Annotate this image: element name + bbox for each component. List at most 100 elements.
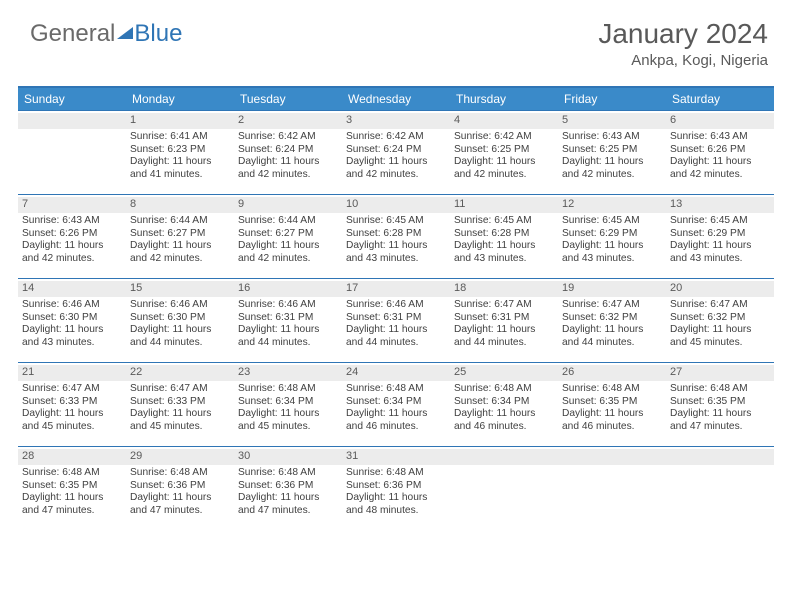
- day-number: 25: [450, 365, 558, 381]
- day-number: 29: [126, 449, 234, 465]
- sunrise-text: Sunrise: 6:47 AM: [22, 383, 122, 396]
- sunset-text: Sunset: 6:29 PM: [562, 228, 662, 241]
- calendar-cell: 19Sunrise: 6:47 AMSunset: 6:32 PMDayligh…: [558, 278, 666, 362]
- daylight-text: Daylight: 11 hours and 42 minutes.: [670, 156, 770, 182]
- month-title: January 2024: [598, 18, 768, 50]
- header-right: January 2024 Ankpa, Kogi, Nigeria: [598, 18, 768, 69]
- sunset-text: Sunset: 6:30 PM: [130, 312, 230, 325]
- daylight-text: Daylight: 11 hours and 47 minutes.: [670, 408, 770, 434]
- day-number: 6: [666, 113, 774, 129]
- sunrise-text: Sunrise: 6:43 AM: [22, 215, 122, 228]
- calendar-cell: 20Sunrise: 6:47 AMSunset: 6:32 PMDayligh…: [666, 278, 774, 362]
- sunrise-text: Sunrise: 6:48 AM: [22, 467, 122, 480]
- weekday-header: Thursday: [450, 88, 558, 110]
- day-number: 30: [234, 449, 342, 465]
- sunrise-text: Sunrise: 6:47 AM: [562, 299, 662, 312]
- sunset-text: Sunset: 6:27 PM: [238, 228, 338, 241]
- calendar-cell: 24Sunrise: 6:48 AMSunset: 6:34 PMDayligh…: [342, 362, 450, 446]
- sunset-text: Sunset: 6:23 PM: [130, 144, 230, 157]
- day-number: 21: [18, 365, 126, 381]
- calendar-grid: Sunday Monday Tuesday Wednesday Thursday…: [18, 86, 774, 530]
- day-number: 17: [342, 281, 450, 297]
- brand-part1: General: [30, 20, 115, 48]
- day-number: 27: [666, 365, 774, 381]
- sunset-text: Sunset: 6:33 PM: [22, 396, 122, 409]
- day-number: 14: [18, 281, 126, 297]
- sunset-text: Sunset: 6:28 PM: [454, 228, 554, 241]
- calendar-cell: [666, 446, 774, 530]
- sunrise-text: Sunrise: 6:46 AM: [130, 299, 230, 312]
- weekday-header: Friday: [558, 88, 666, 110]
- calendar-cell: 6Sunrise: 6:43 AMSunset: 6:26 PMDaylight…: [666, 110, 774, 194]
- day-number: 10: [342, 197, 450, 213]
- daylight-text: Daylight: 11 hours and 42 minutes.: [238, 240, 338, 266]
- daylight-text: Daylight: 11 hours and 46 minutes.: [346, 408, 446, 434]
- daylight-text: Daylight: 11 hours and 41 minutes.: [130, 156, 230, 182]
- calendar-cell: 25Sunrise: 6:48 AMSunset: 6:34 PMDayligh…: [450, 362, 558, 446]
- day-number: 4: [450, 113, 558, 129]
- daylight-text: Daylight: 11 hours and 47 minutes.: [238, 492, 338, 518]
- sunrise-text: Sunrise: 6:48 AM: [346, 467, 446, 480]
- day-number: 3: [342, 113, 450, 129]
- calendar-cell: 23Sunrise: 6:48 AMSunset: 6:34 PMDayligh…: [234, 362, 342, 446]
- calendar-cell: 16Sunrise: 6:46 AMSunset: 6:31 PMDayligh…: [234, 278, 342, 362]
- sunset-text: Sunset: 6:35 PM: [22, 480, 122, 493]
- sunrise-text: Sunrise: 6:45 AM: [346, 215, 446, 228]
- daylight-text: Daylight: 11 hours and 45 minutes.: [670, 324, 770, 350]
- sunrise-text: Sunrise: 6:47 AM: [670, 299, 770, 312]
- sunrise-text: Sunrise: 6:43 AM: [562, 131, 662, 144]
- calendar-cell: 30Sunrise: 6:48 AMSunset: 6:36 PMDayligh…: [234, 446, 342, 530]
- day-number: [450, 449, 558, 465]
- daylight-text: Daylight: 11 hours and 45 minutes.: [238, 408, 338, 434]
- sunset-text: Sunset: 6:36 PM: [238, 480, 338, 493]
- daylight-text: Daylight: 11 hours and 42 minutes.: [22, 240, 122, 266]
- day-number: 5: [558, 113, 666, 129]
- calendar-cell: 29Sunrise: 6:48 AMSunset: 6:36 PMDayligh…: [126, 446, 234, 530]
- calendar-cell: [558, 446, 666, 530]
- day-number: 20: [666, 281, 774, 297]
- sunset-text: Sunset: 6:32 PM: [562, 312, 662, 325]
- calendar-cell: 13Sunrise: 6:45 AMSunset: 6:29 PMDayligh…: [666, 194, 774, 278]
- sunset-text: Sunset: 6:26 PM: [22, 228, 122, 241]
- sunset-text: Sunset: 6:35 PM: [562, 396, 662, 409]
- day-number: 19: [558, 281, 666, 297]
- calendar-cell: 4Sunrise: 6:42 AMSunset: 6:25 PMDaylight…: [450, 110, 558, 194]
- day-number: 12: [558, 197, 666, 213]
- sunset-text: Sunset: 6:31 PM: [346, 312, 446, 325]
- day-number: [558, 449, 666, 465]
- weekday-header: Monday: [126, 88, 234, 110]
- calendar-cell: 10Sunrise: 6:45 AMSunset: 6:28 PMDayligh…: [342, 194, 450, 278]
- brand-logo: General Blue: [30, 20, 182, 48]
- sunset-text: Sunset: 6:25 PM: [562, 144, 662, 157]
- daylight-text: Daylight: 11 hours and 42 minutes.: [562, 156, 662, 182]
- calendar-cell: 5 Sunrise: 6:43 AMSunset: 6:25 PMDaylight…: [558, 110, 666, 194]
- sunrise-text: Sunrise: 6:42 AM: [238, 131, 338, 144]
- sunrise-text: Sunrise: 6:45 AM: [562, 215, 662, 228]
- calendar-cell: 9Sunrise: 6:44 AMSunset: 6:27 PMDaylight…: [234, 194, 342, 278]
- day-number: 8: [126, 197, 234, 213]
- sunrise-text: Sunrise: 6:48 AM: [562, 383, 662, 396]
- calendar-cell: 28Sunrise: 6:48 AMSunset: 6:35 PMDayligh…: [18, 446, 126, 530]
- daylight-text: Daylight: 11 hours and 45 minutes.: [130, 408, 230, 434]
- daylight-text: Daylight: 11 hours and 43 minutes.: [22, 324, 122, 350]
- calendar-cell: 17Sunrise: 6:46 AMSunset: 6:31 PMDayligh…: [342, 278, 450, 362]
- sunset-text: Sunset: 6:33 PM: [130, 396, 230, 409]
- calendar-cell: [450, 446, 558, 530]
- sunset-text: Sunset: 6:34 PM: [454, 396, 554, 409]
- calendar-cell: 22Sunrise: 6:47 AMSunset: 6:33 PMDayligh…: [126, 362, 234, 446]
- daylight-text: Daylight: 11 hours and 43 minutes.: [562, 240, 662, 266]
- sunrise-text: Sunrise: 6:48 AM: [346, 383, 446, 396]
- daylight-text: Daylight: 11 hours and 44 minutes.: [454, 324, 554, 350]
- sunset-text: Sunset: 6:30 PM: [22, 312, 122, 325]
- weekday-header: Saturday: [666, 88, 774, 110]
- calendar-cell: 21Sunrise: 6:47 AMSunset: 6:33 PMDayligh…: [18, 362, 126, 446]
- daylight-text: Daylight: 11 hours and 46 minutes.: [562, 408, 662, 434]
- sunset-text: Sunset: 6:24 PM: [238, 144, 338, 157]
- day-number: 18: [450, 281, 558, 297]
- sunrise-text: Sunrise: 6:44 AM: [130, 215, 230, 228]
- day-number: 23: [234, 365, 342, 381]
- calendar-cell: 8Sunrise: 6:44 AMSunset: 6:27 PMDaylight…: [126, 194, 234, 278]
- daylight-text: Daylight: 11 hours and 42 minutes.: [346, 156, 446, 182]
- triangle-icon: [117, 27, 133, 39]
- calendar-cell: 2Sunrise: 6:42 AMSunset: 6:24 PMDaylight…: [234, 110, 342, 194]
